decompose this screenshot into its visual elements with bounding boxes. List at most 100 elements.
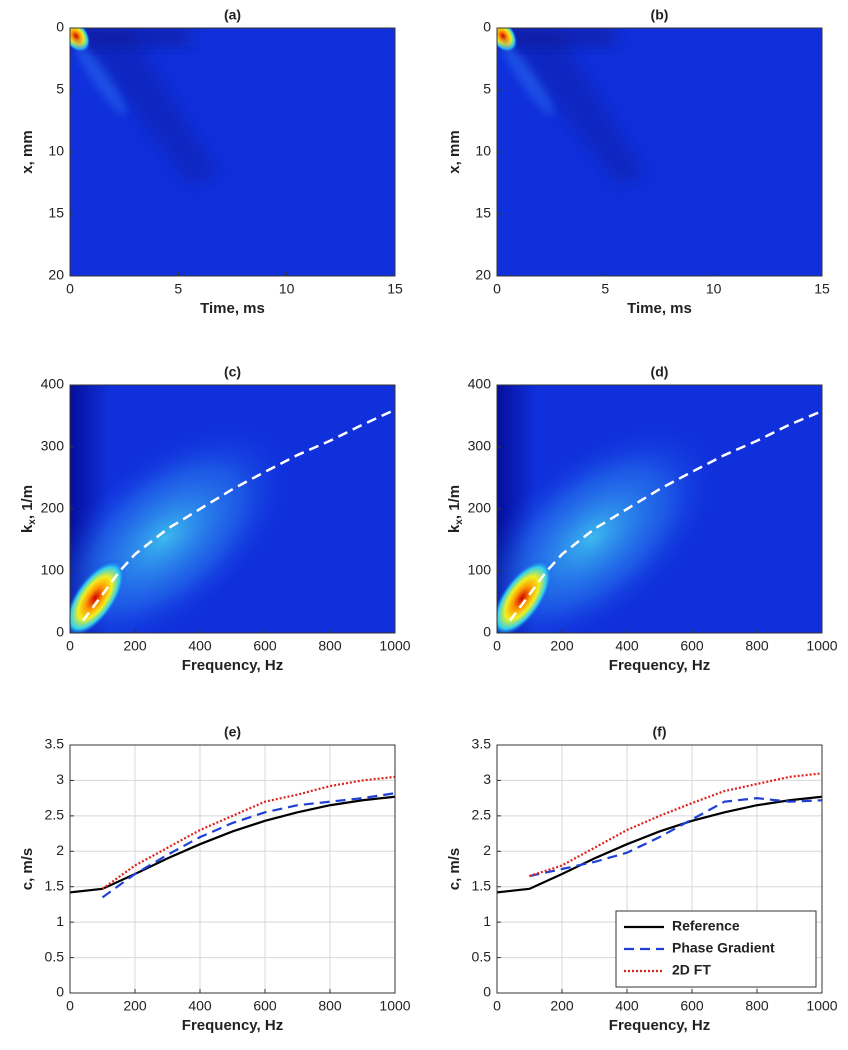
plot-area	[70, 745, 395, 993]
y-tick-label: 0	[483, 624, 491, 640]
y-axis-label: c, m/s	[19, 848, 36, 891]
legend-label: Reference	[672, 918, 740, 934]
x-tick-label: 1000	[806, 638, 837, 654]
y-tick-label: 1.5	[472, 877, 492, 893]
x-tick-label: 800	[745, 998, 769, 1014]
x-tick-label: 10	[706, 281, 722, 297]
x-tick-label: 600	[680, 998, 704, 1014]
y-tick-label: 200	[41, 500, 65, 516]
plot-area	[70, 28, 395, 276]
y-tick-label: 0	[483, 19, 491, 35]
y-tick-label: 100	[41, 562, 65, 578]
y-tick-label: 5	[483, 81, 491, 97]
y-tick-label: 2.5	[45, 807, 65, 823]
y-tick-label: 15	[48, 205, 64, 221]
series-line	[101, 792, 395, 899]
series-line	[101, 775, 395, 890]
y-tick-label: 200	[468, 500, 492, 516]
y-tick-label: 300	[41, 438, 65, 454]
x-tick-label: 15	[387, 281, 403, 297]
y-tick-label: 100	[468, 562, 492, 578]
x-tick-label: 15	[814, 281, 830, 297]
y-label-base: k	[19, 524, 36, 533]
chart-title: (c)	[224, 364, 241, 380]
x-tick-label: 1000	[806, 998, 837, 1014]
y-tick-label: 2	[483, 842, 491, 858]
heatmap-streak	[70, 28, 220, 186]
chart-title: (a)	[224, 7, 241, 23]
y-tick-label: 0	[56, 984, 64, 1000]
x-tick-label: 5	[174, 281, 182, 297]
x-tick-label: 200	[123, 638, 147, 654]
y-tick-label: 20	[48, 267, 64, 283]
heatmap-hotspot	[70, 28, 91, 53]
plot-area	[497, 28, 822, 276]
x-tick-label: 800	[318, 638, 342, 654]
heatmap-top-band	[497, 28, 617, 46]
y-tick-label: 400	[41, 376, 65, 392]
x-tick-label: 0	[493, 998, 501, 1014]
heatmap-tail	[500, 40, 554, 116]
x-tick-label: 600	[253, 998, 277, 1014]
y-label-sub: x	[454, 519, 465, 525]
chart-title: (f)	[653, 724, 667, 740]
chart-title: (d)	[651, 364, 669, 380]
y-tick-label: 3	[483, 771, 491, 787]
x-axis-label: Time, ms	[627, 300, 692, 317]
y-axis-label: c, m/s	[446, 848, 463, 891]
heatmap-top-band	[70, 28, 190, 46]
y-tick-label: 20	[475, 267, 491, 283]
x-tick-label: 800	[318, 998, 342, 1014]
y-tick-label: 10	[475, 143, 491, 159]
x-axis-label: Frequency, Hz	[609, 657, 710, 674]
heatmap-tail	[73, 40, 127, 116]
x-tick-label: 400	[188, 638, 212, 654]
y-tick-label: 1.5	[45, 877, 65, 893]
heatmap-core	[70, 559, 126, 633]
y-tick-label: 400	[468, 376, 492, 392]
series-line	[508, 409, 822, 622]
axes-frame	[69, 744, 396, 994]
plot-area	[497, 385, 822, 633]
y-axis-label: kx, 1/m	[446, 485, 465, 533]
y-tick-label: 0	[56, 624, 64, 640]
x-tick-label: 800	[745, 638, 769, 654]
y-tick-label: 5	[56, 81, 64, 97]
x-axis-label: Frequency, Hz	[182, 1017, 283, 1034]
series-line	[81, 408, 395, 622]
y-tick-label: 3	[56, 771, 64, 787]
heatmap-core	[497, 559, 553, 633]
y-tick-label: 0.5	[45, 948, 65, 964]
x-tick-label: 1000	[379, 638, 410, 654]
x-tick-label: 400	[615, 638, 639, 654]
x-tick-label: 10	[279, 281, 295, 297]
series-line	[70, 795, 395, 894]
y-label-base: k	[446, 524, 463, 533]
x-tick-label: 0	[493, 638, 501, 654]
x-axis-label: Frequency, Hz	[182, 657, 283, 674]
series-line	[497, 795, 822, 894]
x-tick-label: 0	[66, 998, 74, 1014]
x-tick-label: 200	[550, 998, 574, 1014]
y-label-sub: x	[27, 519, 38, 525]
x-tick-label: 200	[123, 998, 147, 1014]
y-tick-label: 15	[475, 205, 491, 221]
plot-area	[70, 385, 395, 633]
y-label-rest: , 1/m	[19, 485, 36, 519]
x-tick-label: 600	[680, 638, 704, 654]
x-tick-label: 0	[66, 281, 74, 297]
y-tick-label: 300	[468, 438, 492, 454]
x-axis-label: Frequency, Hz	[609, 1017, 710, 1034]
y-tick-label: 10	[48, 143, 64, 159]
x-tick-label: 1000	[379, 998, 410, 1014]
x-tick-label: 600	[253, 638, 277, 654]
y-axis-label: kx, 1/m	[19, 485, 38, 533]
axes-frame	[496, 744, 823, 994]
legend-label: 2D FT	[672, 962, 711, 978]
x-tick-label: 0	[493, 281, 501, 297]
y-axis-label: x, mm	[446, 130, 463, 173]
x-tick-label: 0	[66, 638, 74, 654]
y-tick-label: 0	[56, 19, 64, 35]
heatmap-hotspot	[497, 28, 518, 53]
